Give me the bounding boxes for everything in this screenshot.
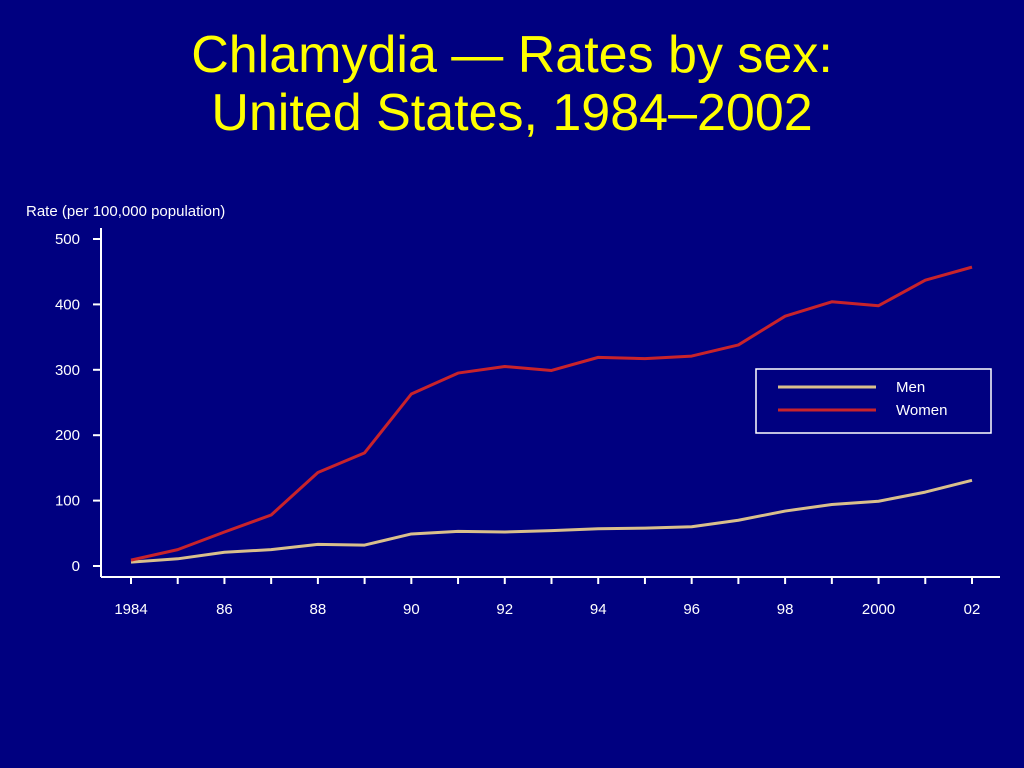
series-line-women (130, 265, 973, 562)
y-tick-label-500: 500 (55, 231, 80, 248)
y-axis-label: Rate (per 100,000 population) (26, 203, 225, 220)
legend-label-women: Women (896, 402, 947, 419)
x-tick-label-1992: 92 (496, 601, 513, 618)
chart-title: Chlamydia — Rates by sex: United States,… (0, 26, 1024, 142)
legend-box (755, 368, 992, 434)
y-tick-label-0: 0 (72, 558, 80, 575)
x-tick-label-1996: 96 (683, 601, 700, 618)
y-ticks: 0 100 200 300 400 500 (55, 231, 101, 575)
y-tick-label-100: 100 (55, 493, 80, 510)
x-tick-label-1988: 88 (310, 601, 327, 618)
chart-title-line-1: Chlamydia — Rates by sex: (191, 26, 833, 84)
x-tick-label-1994: 94 (590, 601, 607, 618)
axes (100, 228, 1000, 578)
x-tick-label-2000: 2000 (862, 601, 895, 618)
series-line-men (130, 478, 973, 564)
y-tick-label-200: 200 (55, 427, 80, 444)
x-tick-label-1990: 90 (403, 601, 420, 618)
x-tick-label-1986: 86 (216, 601, 233, 618)
series-lines (130, 265, 973, 564)
x-ticks: 1984 86 88 90 92 94 96 98 2000 02 (114, 577, 980, 618)
legend-label-men: Men (896, 379, 925, 396)
chart-title-line-2: United States, 1984–2002 (211, 84, 813, 142)
y-tick-label-400: 400 (55, 296, 80, 313)
y-tick-label-300: 300 (55, 362, 80, 379)
x-tick-label-1984: 1984 (114, 601, 147, 618)
legend: Men Women (755, 368, 992, 434)
x-tick-label-1998: 98 (777, 601, 794, 618)
x-tick-label-2002: 02 (964, 601, 981, 618)
